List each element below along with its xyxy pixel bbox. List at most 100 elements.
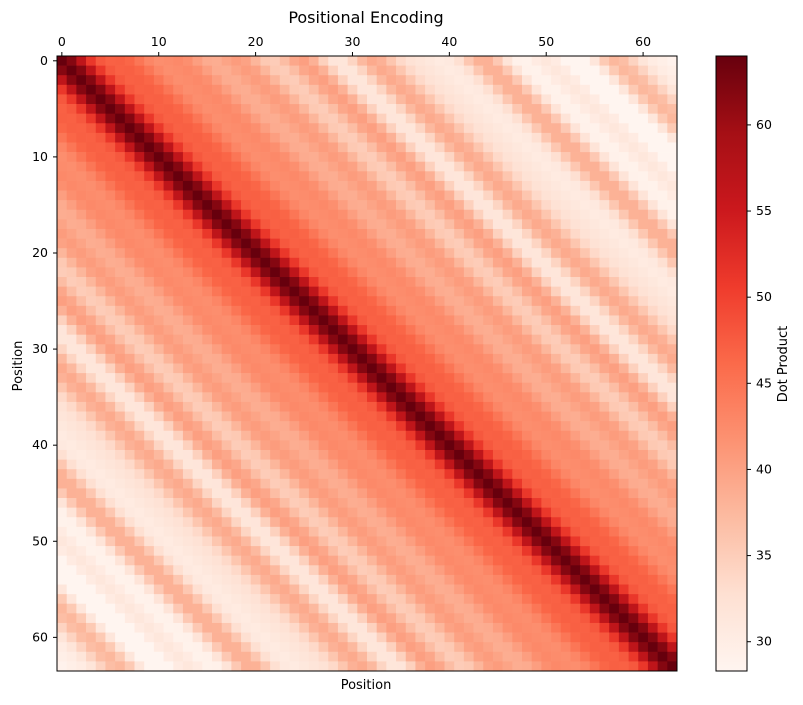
heatmap-cell — [434, 113, 445, 124]
heatmap-cell — [483, 257, 494, 268]
heatmap-cell — [522, 363, 533, 374]
heatmap-cell — [86, 632, 97, 643]
heatmap-cell — [270, 594, 281, 605]
heatmap-cell — [241, 113, 252, 124]
heatmap-cell — [299, 325, 310, 336]
heatmap-cell — [270, 315, 281, 326]
heatmap-cell — [463, 200, 474, 211]
heatmap-cell — [347, 584, 358, 595]
heatmap-cell — [163, 152, 174, 163]
heatmap-cell — [531, 632, 542, 643]
heatmap-cell — [241, 171, 252, 182]
heatmap-cell — [570, 353, 581, 364]
heatmap-cell — [357, 104, 368, 115]
heatmap-cell — [367, 305, 378, 316]
heatmap-cell — [502, 401, 513, 412]
heatmap-cell — [337, 123, 348, 134]
heatmap-cell — [260, 555, 271, 566]
heatmap-cell — [270, 353, 281, 364]
heatmap-cell — [396, 401, 407, 412]
heatmap-cell — [115, 517, 126, 528]
heatmap-cell — [212, 584, 223, 595]
heatmap-cell — [192, 228, 203, 239]
heatmap-cell — [328, 363, 339, 374]
heatmap-cell — [425, 440, 436, 451]
heatmap-cell — [270, 632, 281, 643]
heatmap-cell — [299, 277, 310, 287]
heatmap-cell — [221, 353, 232, 364]
heatmap-cell — [647, 430, 658, 441]
heatmap-cell — [434, 661, 445, 672]
heatmap-cell — [250, 546, 261, 557]
heatmap-cell — [463, 353, 474, 364]
heatmap-cell — [415, 113, 426, 124]
heatmap-cell — [221, 584, 232, 595]
heatmap-cell — [95, 536, 106, 547]
heatmap-cell — [153, 219, 164, 230]
heatmap-cell — [299, 622, 310, 633]
heatmap-cell — [163, 498, 174, 508]
heatmap-cell — [163, 392, 174, 403]
heatmap-cell — [115, 277, 126, 287]
heatmap-cell — [551, 651, 562, 662]
heatmap-cell — [57, 305, 68, 316]
heatmap-cell — [279, 546, 290, 557]
heatmap-cell — [667, 296, 678, 307]
heatmap-cell — [144, 325, 155, 336]
heatmap-cell — [531, 574, 542, 585]
heatmap-cell — [241, 546, 252, 557]
heatmap-cell — [270, 113, 281, 124]
heatmap-cell — [502, 238, 513, 249]
heatmap-cell — [221, 56, 232, 66]
heatmap-cell — [163, 536, 174, 547]
heatmap-cell — [580, 536, 591, 547]
heatmap-cell — [618, 565, 629, 576]
heatmap-cell — [299, 401, 310, 412]
heatmap-cell — [522, 373, 533, 384]
heatmap-cell — [221, 440, 232, 451]
heatmap-cell — [618, 526, 629, 537]
heatmap-cell — [357, 382, 368, 393]
heatmap-cell — [270, 84, 281, 95]
heatmap-cell — [386, 498, 397, 508]
heatmap-cell — [647, 161, 658, 172]
heatmap-cell — [609, 180, 620, 191]
heatmap-cell — [279, 565, 290, 576]
heatmap-cell — [318, 132, 329, 143]
heatmap-cell — [86, 248, 97, 259]
heatmap-cell — [667, 574, 678, 585]
heatmap-cell — [76, 94, 87, 105]
heatmap-cell — [86, 296, 97, 307]
heatmap-cell — [328, 373, 339, 384]
heatmap-cell — [628, 315, 639, 326]
heatmap-cell — [337, 440, 348, 451]
heatmap-cell — [522, 478, 533, 489]
heatmap-cell — [580, 132, 591, 143]
heatmap-cell — [647, 517, 658, 528]
heatmap-cell — [376, 546, 387, 557]
heatmap-cell — [221, 344, 232, 355]
heatmap-cell — [357, 171, 368, 182]
heatmap-cell — [483, 161, 494, 172]
heatmap-cell — [589, 171, 600, 182]
heatmap-cell — [270, 228, 281, 239]
heatmap-cell — [299, 546, 310, 557]
heatmap-cell — [551, 113, 562, 124]
heatmap-cell — [95, 228, 106, 239]
heatmap-cell — [434, 286, 445, 297]
heatmap-cell — [492, 613, 503, 624]
heatmap-cell — [483, 651, 494, 662]
heatmap-cell — [599, 171, 610, 182]
heatmap-cell — [260, 142, 271, 153]
heatmap-cell — [541, 344, 552, 355]
x-tick-label: 60 — [635, 34, 651, 49]
heatmap-cell — [657, 305, 668, 316]
heatmap-cell — [221, 651, 232, 662]
heatmap-cell — [241, 94, 252, 105]
heatmap-cell — [231, 430, 242, 441]
heatmap-cell — [115, 248, 126, 259]
heatmap-cell — [512, 132, 523, 143]
heatmap-cell — [473, 277, 484, 287]
heatmap-cell — [134, 344, 145, 355]
